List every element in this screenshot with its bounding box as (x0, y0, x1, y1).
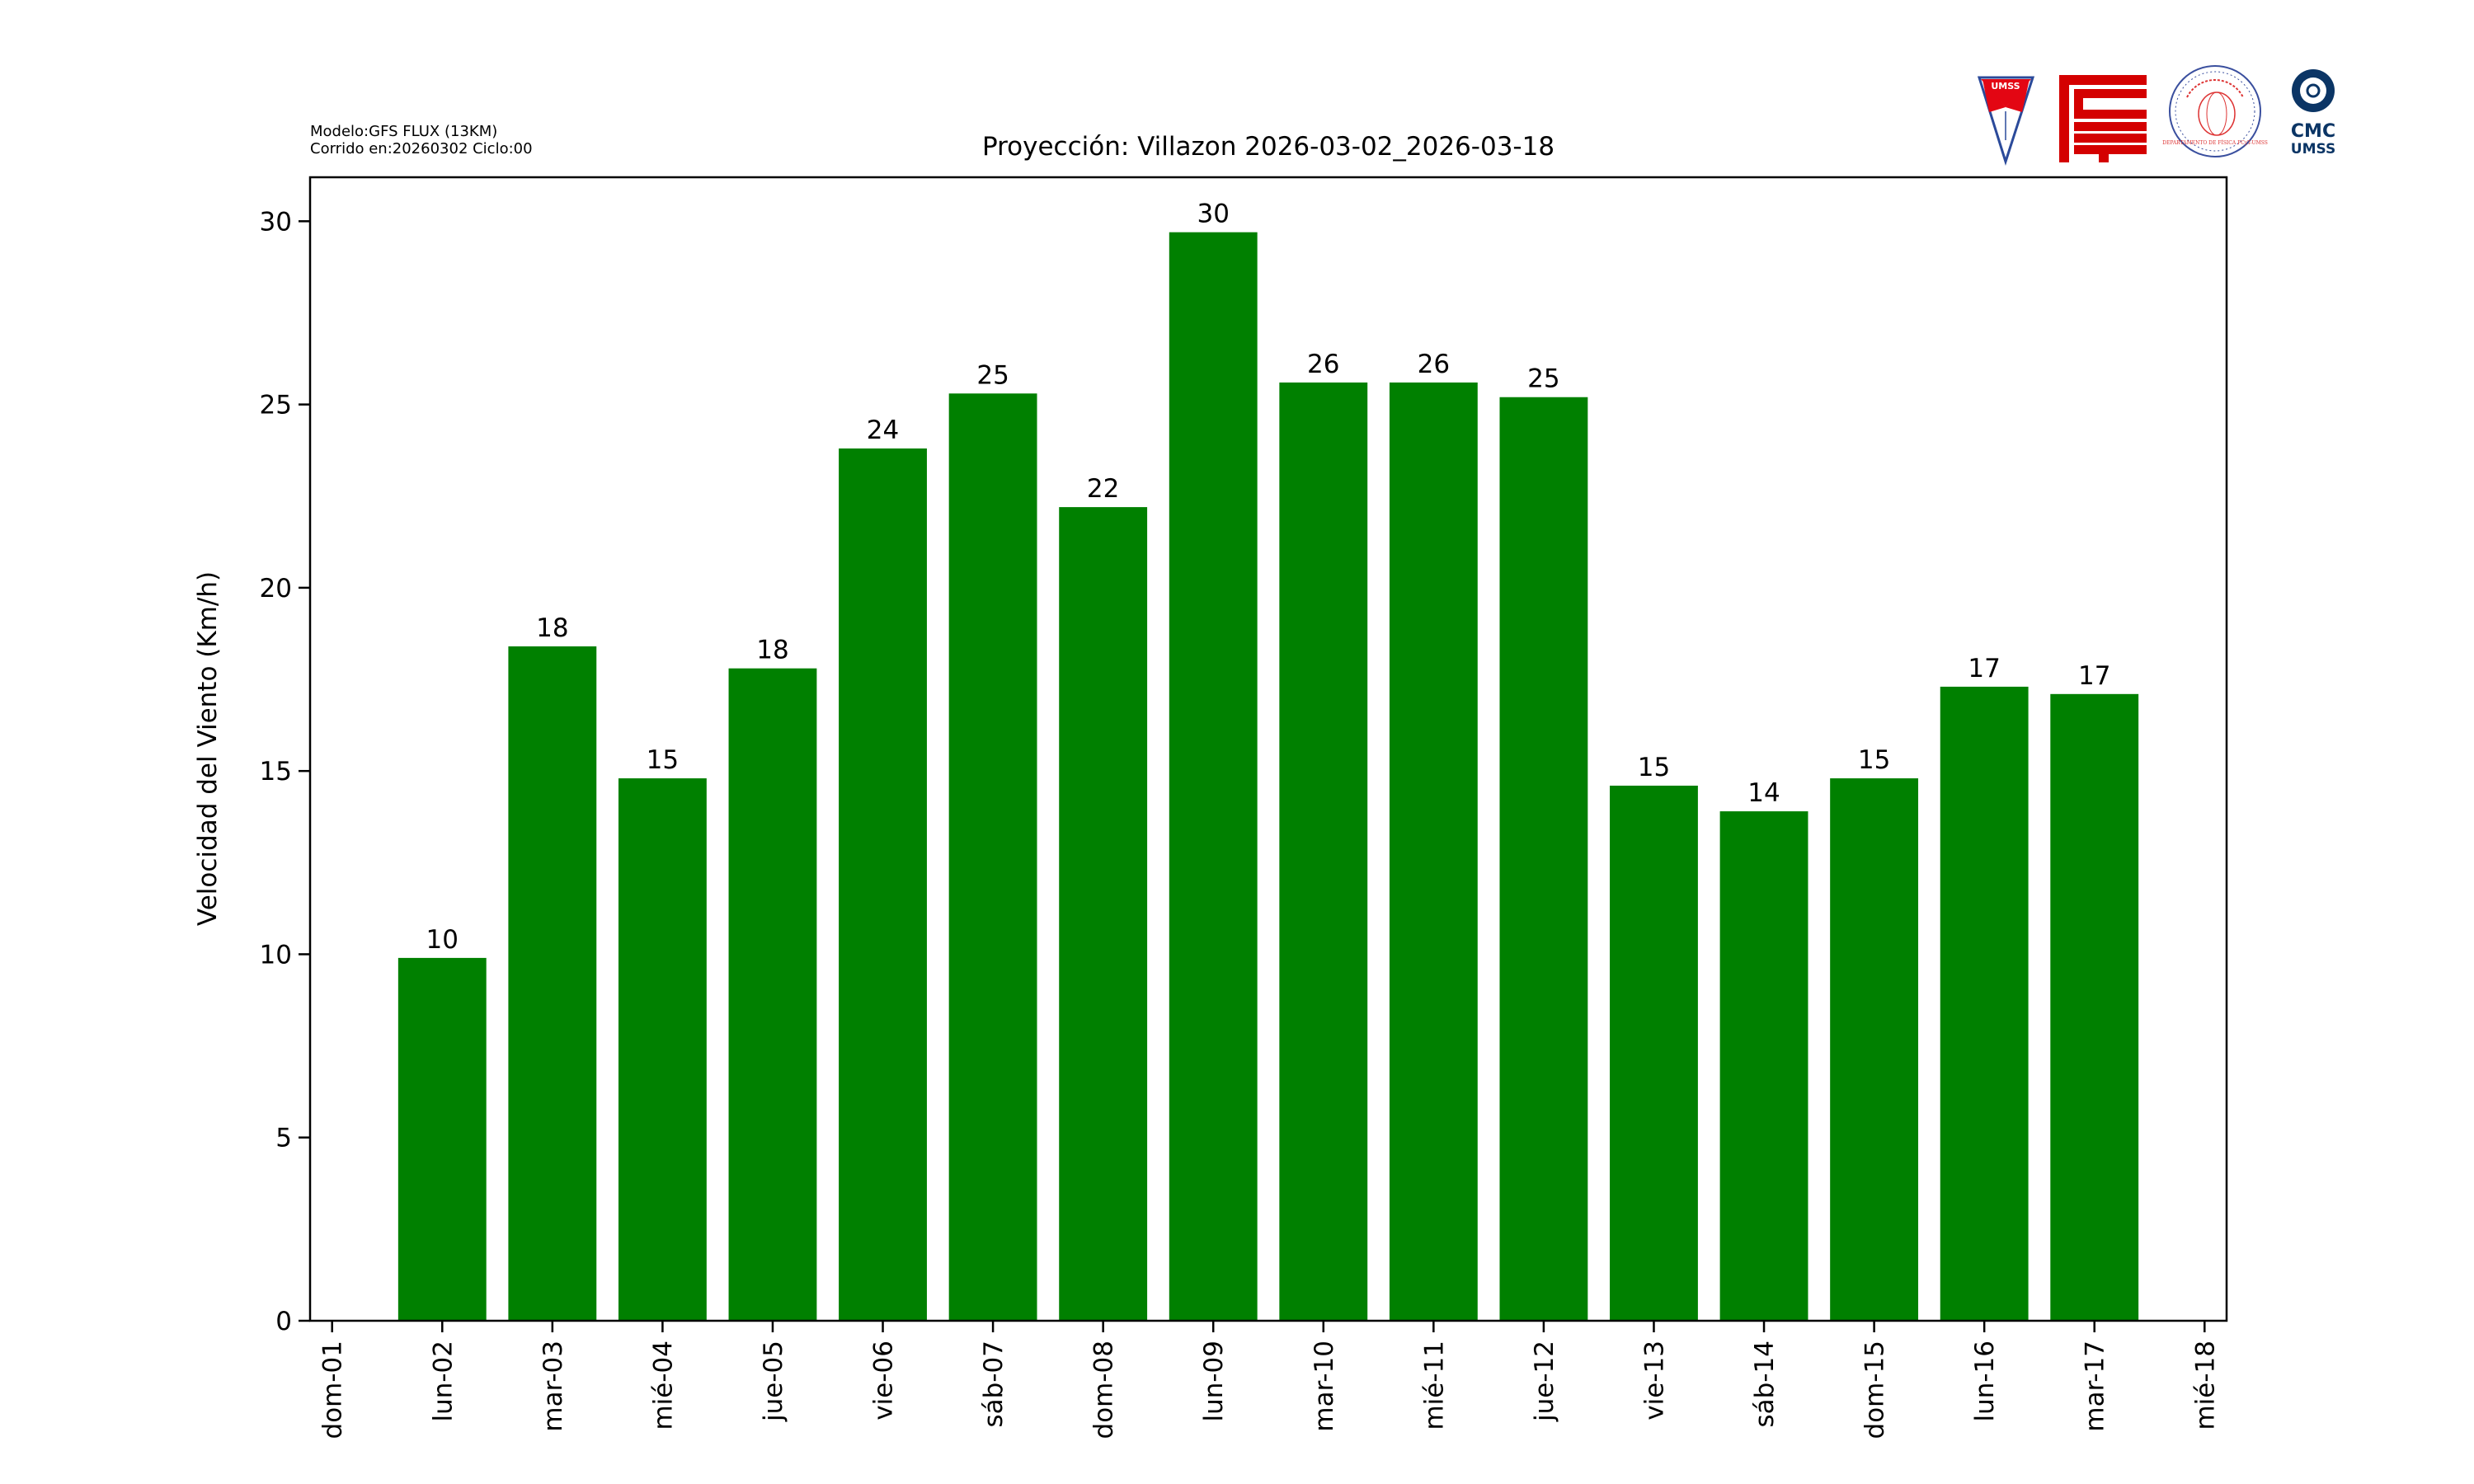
model-line: Modelo:GFS FLUX (13KM) (310, 123, 498, 140)
data-label: 30 (1197, 200, 1229, 229)
x-tick-label: dom-08 (1089, 1341, 1119, 1439)
x-tick-label: mié-18 (2190, 1341, 2220, 1430)
svg-text:DEPARTAMENTO DE FÍSICA FCyT-UM: DEPARTAMENTO DE FÍSICA FCyT-UMSS (2162, 140, 2268, 146)
x-tick-label: jue-05 (759, 1341, 788, 1422)
y-tick-label: 10 (260, 940, 292, 970)
data-label: 26 (1307, 350, 1339, 379)
data-label: 15 (1858, 745, 1890, 775)
model-info: Modelo:GFS FLUX (13KM) Corrido en:202603… (310, 123, 533, 157)
bar-dom-15 (1830, 778, 1919, 1321)
bar-mar-10 (1279, 382, 1368, 1321)
x-tick-label: vie-06 (869, 1341, 899, 1421)
bar-lun-16 (1940, 686, 2029, 1321)
data-labels-group: 10 18 15 18 24 25 22 30 26 26 25 15 14 15 17 17 (426, 200, 2111, 955)
x-tick-label: sáb-07 (979, 1341, 1009, 1427)
bars-group (397, 232, 2139, 1322)
bar-vie-13 (1610, 785, 1698, 1321)
bar-vie-06 (839, 448, 927, 1321)
y-tick-label: 25 (260, 391, 292, 420)
bar-mié-11 (1389, 382, 1478, 1321)
data-label: 25 (976, 360, 1009, 390)
x-tick-label: lun-16 (1970, 1341, 2000, 1422)
fcyt-logo (2059, 75, 2147, 162)
x-tick-label: vie-13 (1639, 1341, 1669, 1421)
data-label: 24 (867, 416, 899, 445)
data-label: 25 (1527, 364, 1559, 394)
bar-mié-04 (618, 778, 707, 1321)
y-axis-label: Velocidad del Viento (Km/h) (193, 571, 223, 926)
svg-text:UMSS: UMSS (2291, 141, 2335, 157)
bar-mar-03 (508, 646, 597, 1321)
data-label: 17 (1968, 654, 2000, 683)
y-tick-label: 0 (275, 1307, 292, 1336)
data-label: 22 (1087, 474, 1119, 504)
x-tick-label: mar-17 (2081, 1341, 2110, 1432)
y-axis-ticks: 0 5 10 15 20 25 30 (260, 207, 310, 1336)
data-label: 10 (426, 925, 459, 955)
svg-text:CMC: CMC (2291, 121, 2335, 142)
bar-lun-09 (1169, 232, 1258, 1322)
svg-text:UMSS: UMSS (1991, 81, 2020, 92)
y-tick-label: 20 (260, 574, 292, 603)
bar-sáb-07 (948, 393, 1037, 1321)
x-tick-label: mié-04 (648, 1341, 678, 1430)
axes-frame (308, 176, 2228, 1322)
x-tick-label: lun-02 (428, 1341, 458, 1422)
bar-dom-08 (1059, 507, 1148, 1321)
bar-lun-02 (397, 957, 487, 1321)
x-tick-label: sáb-14 (1750, 1341, 1780, 1427)
umss-logo: UMSS (1977, 76, 2035, 166)
departamento-fisica-logo: DEPARTAMENTO DE FÍSICA FCyT-UMSS (2162, 65, 2268, 157)
data-label: 14 (1747, 778, 1780, 808)
data-label: 18 (536, 613, 568, 643)
data-label: 26 (1418, 350, 1450, 379)
data-label: 17 (2078, 661, 2110, 691)
bar-mar-17 (2050, 693, 2139, 1321)
x-tick-label: dom-15 (1860, 1341, 1890, 1439)
x-tick-label: mar-10 (1310, 1341, 1339, 1432)
bar-jue-12 (1499, 397, 1588, 1322)
x-tick-label: jue-12 (1530, 1341, 1559, 1422)
y-tick-label: 30 (260, 207, 292, 237)
run-line: Corrido en:20260302 Ciclo:00 (310, 140, 533, 157)
bar-sáb-14 (1719, 811, 1808, 1321)
cmc-umss-logo: CMC UMSS (2291, 69, 2335, 157)
y-tick-label: 15 (260, 757, 292, 787)
bar-jue-05 (728, 668, 817, 1321)
chart-title: Proyección: Villazon 2026-03-02_2026-03-… (982, 132, 1554, 162)
data-label: 18 (756, 636, 788, 665)
x-tick-label: mié-11 (1419, 1341, 1449, 1430)
data-label: 15 (647, 745, 679, 775)
y-tick-label: 5 (275, 1124, 292, 1153)
data-label: 15 (1638, 753, 1670, 782)
x-tick-label: lun-09 (1199, 1341, 1229, 1422)
x-axis-ticks: dom-01 lun-02 mar-03 mié-04 jue-05 vie-06 sáb-… (318, 1321, 2220, 1439)
x-tick-label: mar-03 (539, 1341, 568, 1432)
x-tick-label: dom-01 (318, 1341, 348, 1439)
